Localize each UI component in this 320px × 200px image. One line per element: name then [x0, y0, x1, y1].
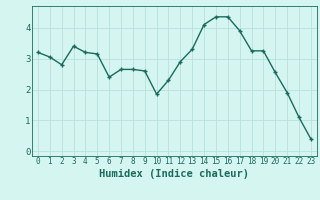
X-axis label: Humidex (Indice chaleur): Humidex (Indice chaleur)	[100, 169, 249, 179]
